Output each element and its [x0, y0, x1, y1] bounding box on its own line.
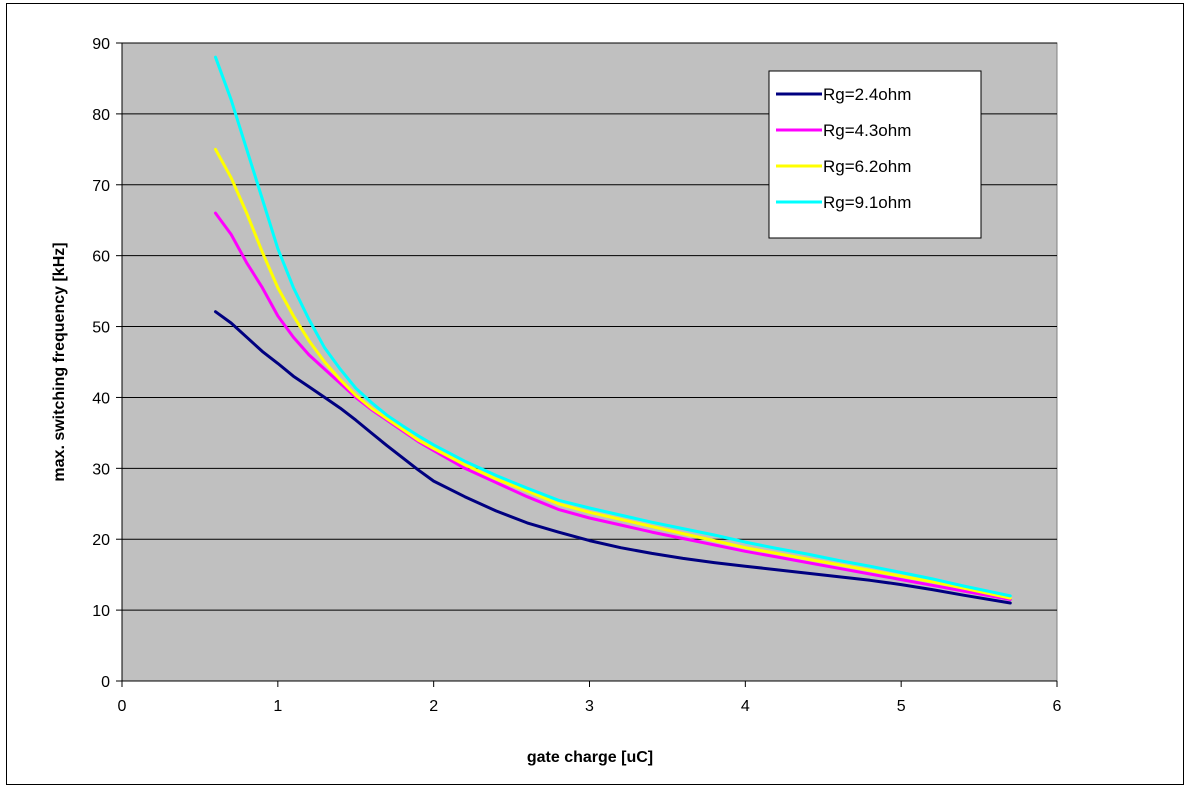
x-axis-title: gate charge [uC]	[527, 749, 653, 766]
y-axis-title: max. switching frequency [kHz]	[51, 242, 68, 481]
legend-label: Rg=2.4ohm	[823, 85, 911, 104]
y-tick-label: 80	[92, 107, 110, 124]
y-tick-label: 50	[92, 320, 110, 337]
legend-items: Rg=2.4ohm Rg=4.3ohm Rg=6.2ohm Rg=9.1ohm	[776, 85, 911, 212]
series-line-4	[214, 55, 1012, 598]
series-line-2	[214, 211, 1012, 601]
y-tick-label: 30	[92, 461, 110, 478]
x-tick-label: 5	[897, 698, 906, 715]
series-line-1	[214, 310, 1012, 605]
x-tick-label: 1	[273, 698, 282, 715]
series-lines	[214, 55, 1012, 605]
y-tick-label: 40	[92, 390, 110, 407]
y-tick-label: 70	[92, 178, 110, 195]
x-tick-label: 0	[118, 698, 127, 715]
legend-label: Rg=4.3ohm	[823, 121, 911, 140]
x-tick-label: 2	[429, 698, 438, 715]
legend: Rg=2.4ohm Rg=4.3ohm Rg=6.2ohm Rg=9.1ohm	[768, 70, 982, 239]
legend-box	[768, 70, 982, 239]
axes: 0 10 20 30 40 50 60 70 80 90 0 1 2 3 4 5 6	[92, 36, 1061, 715]
y-tick-label: 90	[92, 36, 110, 53]
series-line-3	[214, 147, 1012, 600]
y-tick-label: 10	[92, 603, 110, 620]
y-tick-label: 0	[101, 674, 110, 691]
x-tick-label: 6	[1053, 698, 1062, 715]
legend-label: Rg=9.1ohm	[823, 193, 911, 212]
legend-label: Rg=6.2ohm	[823, 157, 911, 176]
y-tick-label: 60	[92, 249, 110, 266]
x-tick-label: 4	[741, 698, 750, 715]
y-tick-label: 20	[92, 532, 110, 549]
x-tick-label: 3	[585, 698, 594, 715]
